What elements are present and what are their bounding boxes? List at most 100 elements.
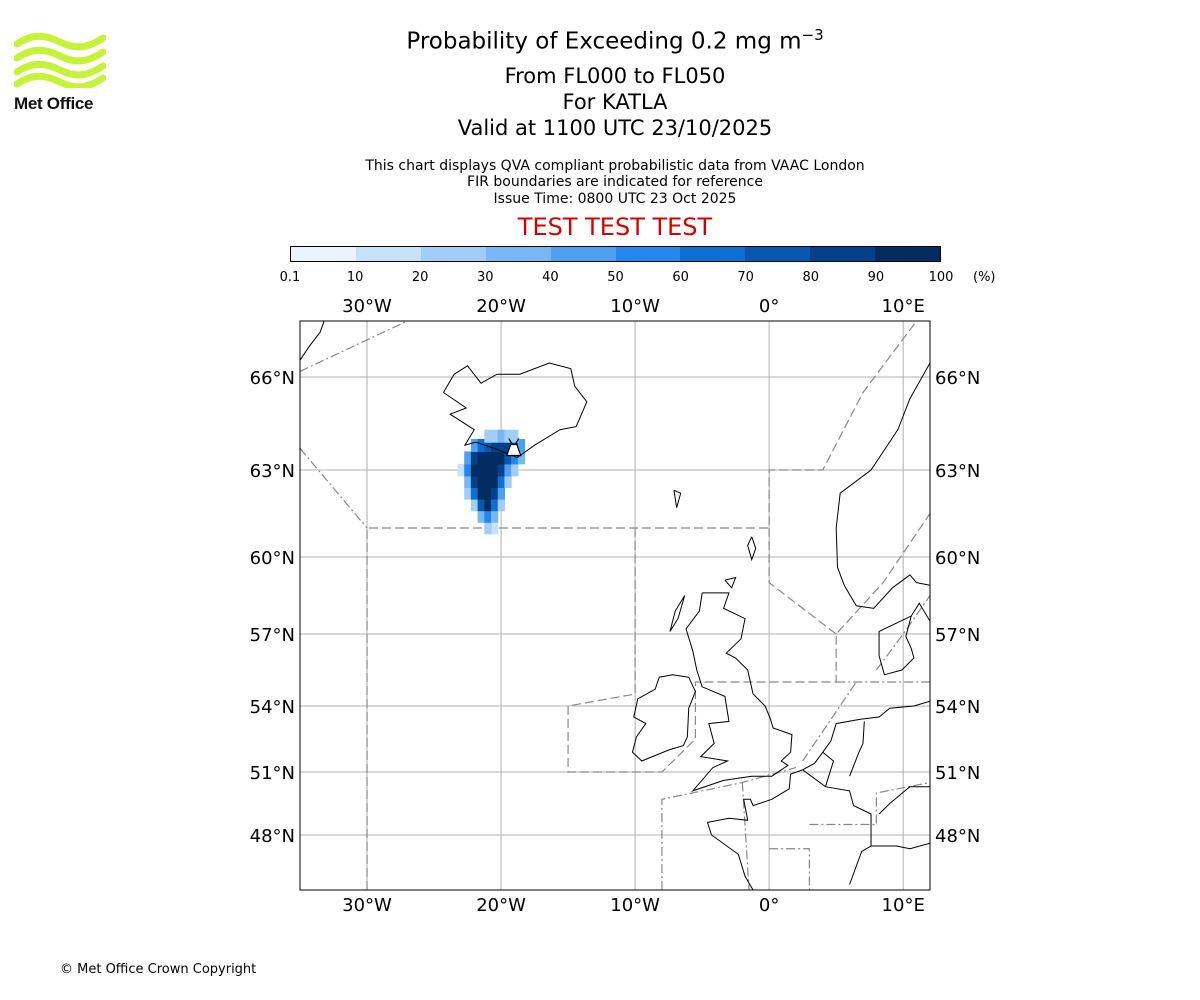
probability-cell [504, 475, 512, 488]
valid-time: Valid at 1100 UTC 23/10/2025 [457, 116, 773, 140]
logo-wave-2 [13, 46, 107, 65]
latitude-label: 60°N [935, 548, 980, 569]
probability-cell [511, 451, 519, 465]
longitude-label: 30°W [342, 296, 392, 317]
map-frame [299, 320, 931, 891]
probability-cell [497, 499, 506, 512]
colorbar-segment-8 [745, 247, 811, 261]
longitude-label: 0° [759, 895, 779, 916]
coastline-segment [724, 576, 737, 589]
colorbar-segment-7 [680, 247, 746, 261]
fir-boundary-line [802, 681, 857, 762]
coastline-segment [631, 674, 696, 762]
latitude-label: 63°N [250, 461, 295, 482]
colorbar-tick-label: 100 [928, 270, 954, 285]
probability-cell [484, 522, 492, 535]
volcano-marker-icon [505, 443, 522, 457]
latitude-label: 66°N [250, 368, 295, 389]
probability-cell [470, 499, 479, 512]
probability-cell [504, 463, 512, 477]
probability-cell [491, 429, 499, 443]
colorbar-tick-label: 40 [542, 270, 559, 285]
longitude-label: 30°W [342, 895, 392, 916]
flight-levels: From FL000 to FL050 [504, 64, 726, 88]
probability-cell [470, 451, 479, 465]
fir-boundaries [300, 321, 930, 890]
probability-cell [477, 510, 485, 523]
colorbar [290, 246, 941, 262]
probability-cell [497, 487, 506, 500]
probability-cell [477, 463, 485, 477]
latitude-label: 57°N [935, 625, 980, 646]
colorbar-segment-9 [810, 247, 876, 261]
fir-note: FIR boundaries are indicated for referen… [467, 174, 763, 190]
coastline-segment [878, 786, 930, 815]
colorbar-tick-label: 70 [737, 270, 754, 285]
latitude-label: 63°N [935, 461, 980, 482]
coastline-segment [835, 362, 930, 609]
probability-cell [491, 439, 499, 452]
logo-text: Met Office [14, 94, 94, 113]
axis-labels: 30°W 30°W 20°W 20°W 10°W 10°W 0° 0° 10°E 10°E 48°N… [250, 296, 981, 916]
probability-cell [504, 439, 512, 452]
probability-cell [477, 475, 485, 488]
logo-wave-3 [13, 60, 107, 79]
probability-cell [491, 451, 499, 465]
latitude-label: 48°N [935, 826, 980, 847]
fir-boundary-line [567, 513, 930, 773]
probability-cell [497, 451, 506, 465]
longitude-label: 10°E [882, 895, 925, 916]
probability-cell [477, 487, 485, 500]
fir-boundary-line [768, 528, 837, 635]
chart-title: Probability of Exceeding 0.2 mg m−3 [406, 26, 824, 55]
fir-boundary-line [769, 848, 810, 890]
probability-cell [477, 499, 485, 512]
probability-cell [484, 475, 492, 488]
probability-cell [497, 429, 506, 443]
volcano-plume-icon [508, 438, 520, 444]
coastline-segment [685, 592, 793, 792]
colorbar-segment-3 [420, 247, 486, 261]
probability-cell [470, 487, 479, 500]
logo-wave-1 [13, 32, 107, 51]
coastline-segment [747, 536, 757, 562]
probability-cell [484, 487, 492, 500]
coastline-segment [673, 489, 682, 508]
probability-cell [464, 487, 472, 500]
probability-cell [484, 499, 492, 512]
colorbar-tick-label: 80 [802, 270, 820, 285]
gridlines [300, 321, 930, 890]
coastline-segment [849, 721, 865, 777]
colorbar-tick-label: 50 [607, 270, 624, 285]
met-office-logo: Met Office [13, 30, 107, 114]
latitude-label: 60°N [250, 548, 295, 569]
coastline-segment [442, 362, 588, 459]
longitude-label: 10°E [882, 296, 925, 317]
probability-cell [511, 463, 519, 477]
probability-cell [477, 451, 485, 465]
latitude-label: 54°N [250, 697, 295, 718]
coastline-segment [822, 751, 835, 787]
fir-boundary-line [300, 447, 368, 529]
fir-boundary-line [809, 781, 930, 826]
colorbar-tick-label: 90 [867, 270, 885, 285]
volcano-name: For KATLA [562, 90, 668, 114]
longitude-label: 20°W [476, 895, 526, 916]
coastline-segment [802, 769, 872, 885]
probability-cell [491, 463, 499, 477]
chart-description: This chart displays QVA compliant probab… [365, 158, 865, 174]
latitude-label: 54°N [935, 697, 980, 718]
coastline-segment [300, 321, 325, 361]
probability-cell [491, 522, 499, 535]
latitude-label: 51°N [250, 763, 295, 784]
logo-wave-4 [13, 72, 107, 91]
probability-cell [491, 499, 499, 512]
probability-cell [491, 487, 499, 500]
colorbar-tick-label: 30 [477, 270, 494, 285]
met-office-waves-icon [13, 32, 107, 91]
coastlines [300, 321, 930, 890]
longitude-label: 20°W [476, 296, 526, 317]
probability-cell [497, 463, 506, 477]
probability-cell [457, 463, 465, 477]
probability-cell [517, 439, 526, 452]
